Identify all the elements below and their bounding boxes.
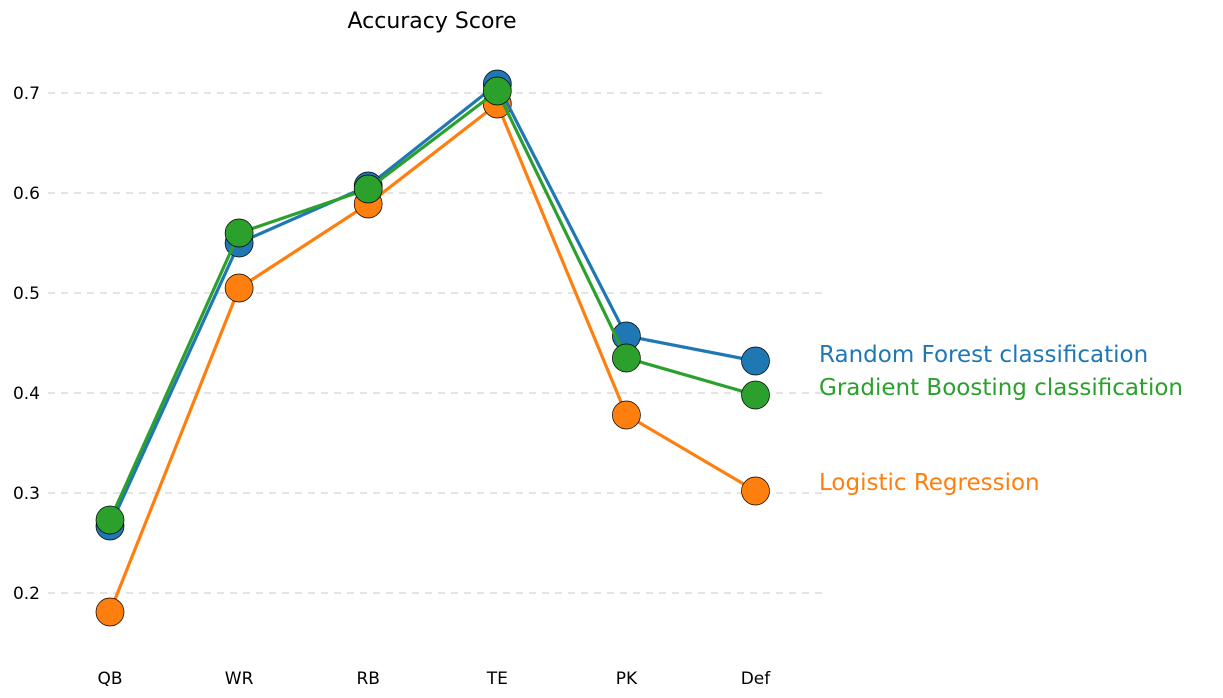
x-tick-label: PK	[616, 669, 638, 689]
data-point	[741, 346, 770, 376]
x-tick-label: TE	[486, 669, 508, 689]
data-point	[224, 273, 254, 303]
series-layer	[95, 69, 770, 627]
y-tick-label: 0.7	[13, 84, 40, 104]
series-label: Gradient Boosting classification	[819, 375, 1183, 401]
data-point	[741, 476, 770, 506]
series-line	[108, 82, 756, 527]
data-point	[95, 597, 125, 627]
data-point	[224, 218, 254, 248]
x-tick-label: RB	[356, 669, 379, 689]
series-labels: Logistic Regression Random Forest classif…	[819, 342, 1183, 496]
data-point	[612, 343, 641, 373]
data-point	[741, 380, 770, 410]
y-tick-labels: 0.2 0.3 0.4 0.5 0.6 0.7	[13, 84, 40, 604]
x-tick-label: Def	[741, 669, 772, 689]
grid-lines	[48, 92, 822, 594]
series-label: Random Forest classification	[819, 342, 1148, 368]
x-tick-labels: QB WR RB TE PK Def	[97, 669, 771, 689]
y-tick-label: 0.2	[13, 584, 40, 604]
series-0	[95, 89, 770, 627]
x-tick-label: WR	[225, 669, 254, 689]
series-line	[108, 102, 757, 613]
series-line	[108, 89, 756, 521]
y-tick-label: 0.3	[13, 484, 40, 504]
data-point	[482, 76, 512, 106]
data-point	[95, 505, 125, 535]
x-tick-label: QB	[97, 669, 122, 689]
series-label: Logistic Regression	[819, 470, 1040, 496]
data-point	[612, 400, 641, 430]
chart-title: Accuracy Score	[347, 9, 516, 34]
y-tick-label: 0.6	[13, 184, 40, 204]
y-tick-label: 0.5	[13, 284, 40, 304]
y-tick-label: 0.4	[13, 384, 40, 404]
series-2	[95, 76, 770, 535]
data-point	[353, 174, 383, 204]
